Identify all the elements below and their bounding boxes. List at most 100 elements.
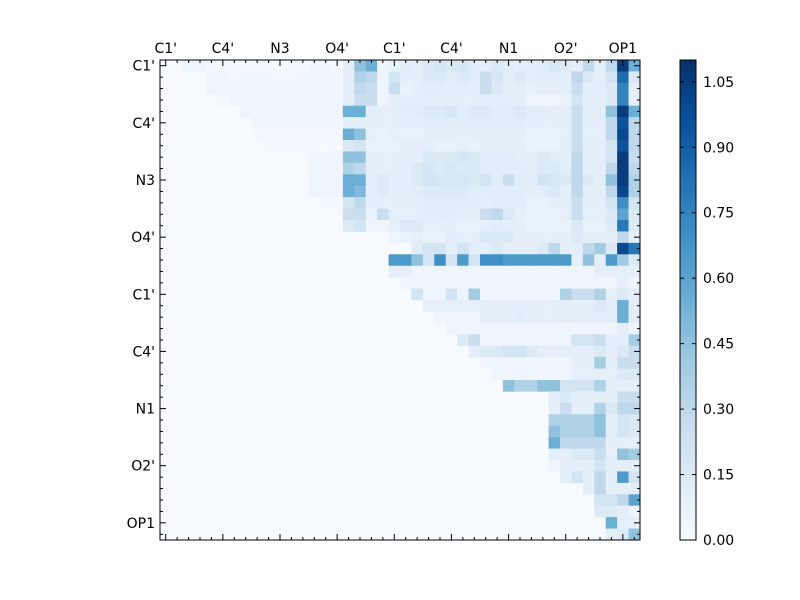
heatmap-cell xyxy=(502,128,515,141)
heatmap-cell xyxy=(628,242,641,255)
heatmap-cell xyxy=(628,482,641,495)
heatmap-cell xyxy=(560,277,572,289)
heatmap-cell xyxy=(468,334,481,347)
heatmap-cell xyxy=(628,208,641,221)
heatmap-cell xyxy=(605,311,618,324)
heatmap-cell xyxy=(445,197,458,209)
heatmap-cell xyxy=(262,94,275,107)
heatmap-cell xyxy=(582,288,595,301)
heatmap-cell xyxy=(617,254,629,267)
heatmap-cell xyxy=(434,82,447,95)
heatmap-cell xyxy=(582,174,595,187)
heatmap-cell xyxy=(240,60,252,72)
heatmap-cell xyxy=(548,185,561,198)
heatmap-cell xyxy=(605,402,618,415)
heatmap-cell xyxy=(628,528,641,541)
heatmap-cell xyxy=(560,300,572,312)
heatmap-cell xyxy=(331,174,344,187)
heatmap-cell xyxy=(331,185,344,198)
heatmap-cell xyxy=(491,220,504,232)
heatmap-cell xyxy=(514,60,527,72)
heatmap-cell xyxy=(480,94,492,107)
heatmap-cell xyxy=(628,105,641,118)
heatmap-cell xyxy=(354,128,367,141)
heatmap-cell xyxy=(605,140,618,152)
heatmap-cell xyxy=(434,242,447,255)
heatmap-cell xyxy=(411,242,424,255)
heatmap-cell xyxy=(617,140,629,152)
heatmap-cell xyxy=(582,334,595,347)
heatmap-cell xyxy=(217,94,229,107)
heatmap-cell xyxy=(594,197,607,209)
heatmap-cell xyxy=(617,471,629,484)
heatmap-cell xyxy=(514,322,527,335)
heatmap-cell xyxy=(594,185,607,198)
heatmap-cell xyxy=(411,185,424,198)
heatmap-cell xyxy=(605,300,618,312)
heatmap-cell xyxy=(388,231,401,244)
heatmap-cell xyxy=(411,288,424,301)
heatmap-cell xyxy=(594,471,607,484)
heatmap-cell xyxy=(457,242,469,255)
heatmap-cell xyxy=(434,71,447,84)
heatmap-cell xyxy=(274,71,287,84)
heatmap-cell xyxy=(468,94,481,107)
heatmap-cell xyxy=(560,197,572,209)
heatmap-cell xyxy=(514,380,527,392)
heatmap-cell xyxy=(571,220,584,232)
heatmap-cell xyxy=(468,174,481,187)
heatmap-cell xyxy=(605,60,618,72)
heatmap-cell xyxy=(491,334,504,347)
heatmap-cell xyxy=(605,71,618,84)
heatmap-cell xyxy=(525,174,538,187)
heatmap-cell xyxy=(342,220,355,232)
heatmap-cell xyxy=(274,117,287,129)
heatmap-cell xyxy=(491,105,504,118)
heatmap-cell xyxy=(502,82,515,95)
x-tick-label: C4' xyxy=(440,41,463,57)
heatmap-cell xyxy=(308,185,321,198)
heatmap-cell xyxy=(480,345,492,358)
y-tick-label: C4' xyxy=(132,116,155,132)
heatmap-cell xyxy=(605,105,618,118)
heatmap-cell xyxy=(537,197,549,209)
heatmap-cell xyxy=(274,140,287,152)
heatmap-cell xyxy=(582,185,595,198)
heatmap-cell xyxy=(571,162,584,175)
heatmap-cells xyxy=(160,60,641,541)
heatmap-cell xyxy=(548,288,561,301)
heatmap-cell xyxy=(491,140,504,152)
heatmap-cell xyxy=(457,265,469,278)
heatmap-cell xyxy=(320,60,332,72)
heatmap-cell xyxy=(514,208,527,221)
heatmap-cell xyxy=(617,425,629,438)
heatmap-cell xyxy=(525,105,538,118)
heatmap-cell xyxy=(548,322,561,335)
heatmap-cell xyxy=(388,71,401,84)
heatmap-cell xyxy=(571,254,584,267)
heatmap-cell xyxy=(491,265,504,278)
heatmap-cell xyxy=(480,300,492,312)
heatmap-cell xyxy=(617,505,629,518)
heatmap-cell xyxy=(400,208,412,221)
x-tick-label: N1 xyxy=(499,41,518,57)
heatmap-cell xyxy=(457,174,469,187)
y-tick-label: C1' xyxy=(132,59,155,75)
heatmap-cell xyxy=(468,277,481,289)
heatmap-cell xyxy=(411,277,424,289)
heatmap-cell xyxy=(560,71,572,84)
heatmap-cell xyxy=(422,151,435,164)
heatmap-cell xyxy=(548,460,561,472)
heatmap-cell xyxy=(365,220,378,232)
heatmap-cell xyxy=(582,448,595,461)
heatmap-cell xyxy=(514,265,527,278)
heatmap-cell xyxy=(582,162,595,175)
heatmap-cell xyxy=(525,128,538,141)
heatmap-cell xyxy=(560,288,572,301)
heatmap-cell xyxy=(571,242,584,255)
heatmap-cell xyxy=(537,254,549,267)
heatmap-cell xyxy=(502,105,515,118)
heatmap-cell xyxy=(605,254,618,267)
heatmap-cell xyxy=(560,151,572,164)
heatmap-cell xyxy=(594,482,607,495)
